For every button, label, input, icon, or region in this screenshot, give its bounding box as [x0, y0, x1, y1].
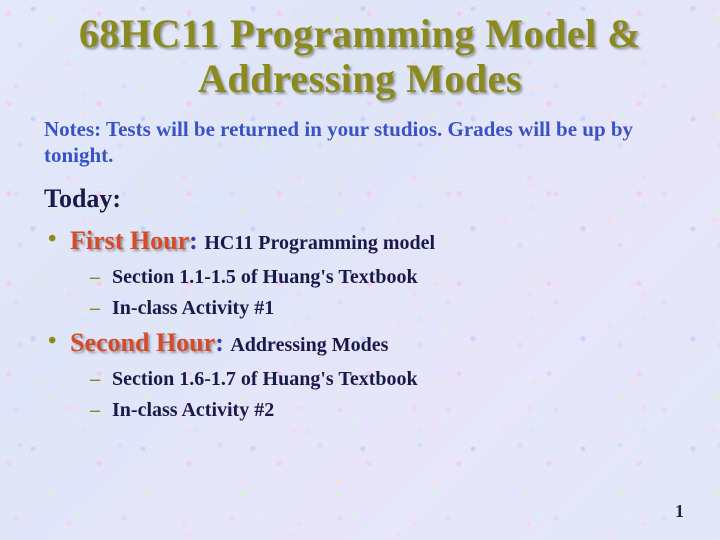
- sub-item: Section 1.1-1.5 of Huang's Textbook: [40, 266, 690, 289]
- sub-item: Section 1.6-1.7 of Huang's Textbook: [40, 368, 690, 391]
- hour-topic: Addressing Modes: [230, 334, 388, 356]
- slide-container: 68HC11 Programming Model & Addressing Mo…: [0, 0, 720, 540]
- sub-item: In-class Activity #2: [40, 399, 690, 422]
- hour-colon: :: [215, 328, 230, 357]
- sub-item: In-class Activity #1: [40, 297, 690, 320]
- today-heading: Today:: [40, 184, 690, 214]
- hour-item-second: Second Hour: Addressing Modes: [40, 328, 690, 358]
- hour-colon: :: [189, 226, 204, 255]
- hour-topic: HC11 Programming model: [204, 232, 435, 254]
- page-number: 1: [675, 501, 684, 522]
- notes-line: Notes: Tests will be returned in your st…: [40, 116, 690, 169]
- hour-label: First Hour: [70, 226, 189, 255]
- slide-title: 68HC11 Programming Model & Addressing Mo…: [30, 12, 690, 102]
- hour-label: Second Hour: [70, 328, 215, 357]
- slide-content: Notes: Tests will be returned in your st…: [30, 116, 690, 423]
- hour-item-first: First Hour: HC11 Programming model: [40, 226, 690, 256]
